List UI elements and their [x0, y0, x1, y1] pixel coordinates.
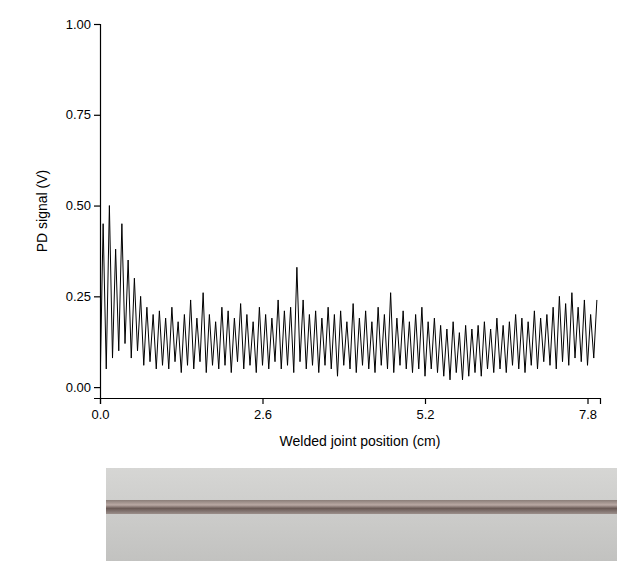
y-tick-mark	[94, 296, 100, 297]
y-axis: 0.00 0.25 0.50 0.75 1.00	[66, 17, 101, 399]
y-tick-mark	[94, 205, 100, 206]
x-tick: 2.6	[254, 398, 272, 422]
weld-bead	[106, 500, 617, 514]
y-tick-label: 0.00	[66, 380, 91, 395]
x-tick-label: 7.8	[579, 407, 597, 422]
x-tick-mark	[425, 398, 426, 404]
y-tick: 0.25	[66, 289, 100, 304]
y-axis-line	[94, 25, 101, 399]
x-axis-title: Welded joint position (cm)	[280, 433, 441, 449]
x-tick: 0.0	[91, 398, 109, 422]
x-tick: 7.8	[579, 398, 597, 422]
y-tick: 0.00	[66, 380, 100, 395]
y-tick-label: 0.75	[66, 107, 91, 122]
y-tick: 0.75	[66, 107, 100, 122]
y-tick: 0.50	[66, 198, 100, 213]
plate	[106, 468, 617, 561]
signal-line	[100, 206, 597, 391]
y-tick-label: 0.50	[66, 198, 91, 213]
x-tick: 5.2	[416, 398, 434, 422]
x-axis-line	[101, 399, 601, 405]
x-tick-label: 2.6	[254, 407, 272, 422]
y-tick: 1.00	[66, 17, 100, 32]
y-tick-label: 0.25	[66, 289, 91, 304]
x-tick-label: 5.2	[416, 407, 434, 422]
y-tick-mark	[94, 387, 100, 388]
y-tick-mark	[94, 24, 100, 25]
x-tick-label: 0.0	[91, 407, 109, 422]
weld-photo	[106, 468, 617, 561]
y-tick-mark	[94, 115, 100, 116]
y-axis-title: PD signal (V)	[34, 170, 50, 252]
x-tick-mark	[587, 398, 588, 404]
x-axis: 0.0 2.6 5.2 7.8	[91, 398, 600, 422]
chart: 0.0 2.6 5.2 7.8 0.00 0.25 0.50 0.75 1.00 PD signa…	[0, 0, 621, 565]
x-tick-mark	[262, 398, 263, 404]
y-tick-label: 1.00	[66, 17, 91, 32]
plot-area	[100, 206, 597, 391]
